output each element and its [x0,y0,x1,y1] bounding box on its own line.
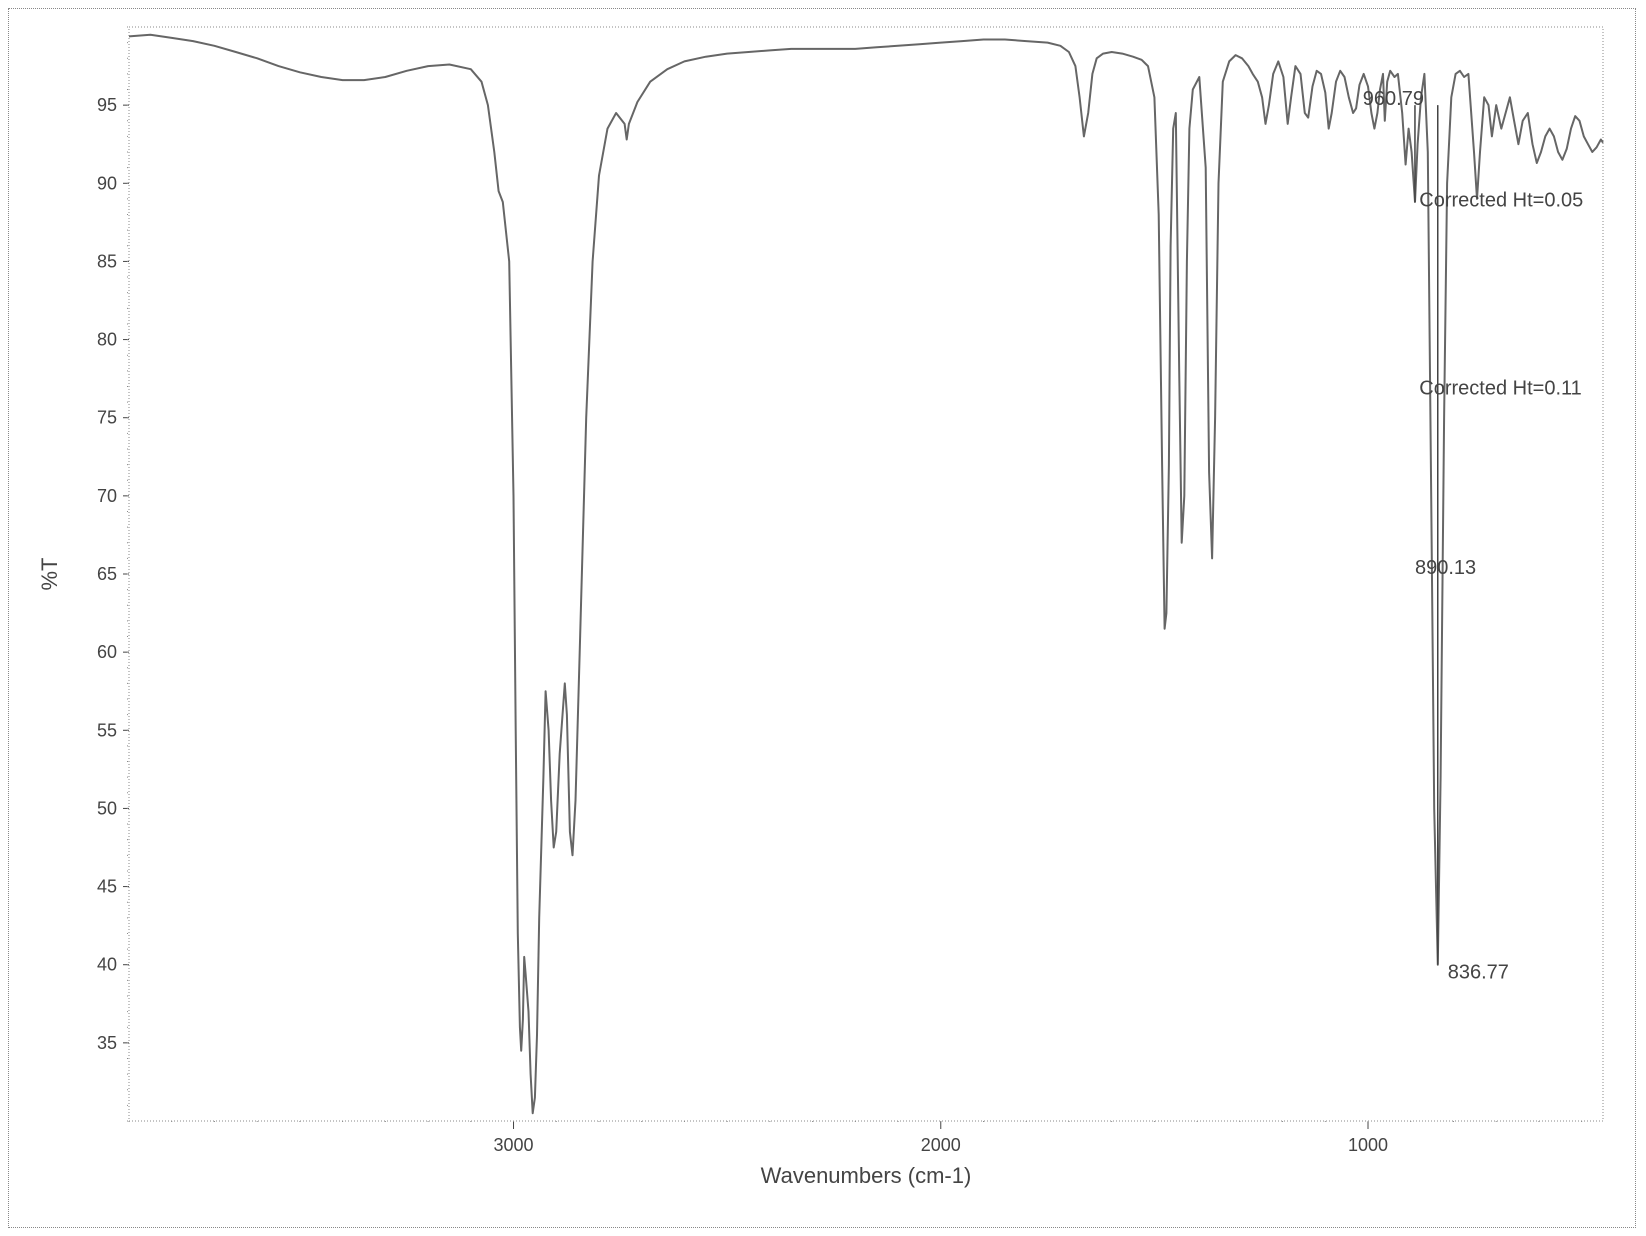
y-tick-label: 75 [97,408,117,428]
chart-outer-frame: 35 40 45 50 55 60 65 70 75 80 85 90 95 3000 2000 1000 Wa… [8,8,1636,1228]
y-tick-label: 40 [97,955,117,975]
plot-border [129,27,1603,1121]
x-tick-label: 1000 [1348,1135,1388,1155]
x-tick-label: 3000 [493,1135,533,1155]
y-tick-label: 70 [97,486,117,506]
ir-spectrum-chart: 35 40 45 50 55 60 65 70 75 80 85 90 95 3000 2000 1000 Wa… [9,9,1637,1229]
x-axis-title: Wavenumbers (cm-1) [761,1163,972,1188]
y-tick-label: 35 [97,1033,117,1053]
y-tick-label: 90 [97,173,117,193]
peak-label: 890.13 [1415,557,1476,579]
y-tick-label: 55 [97,720,117,740]
peak-label: Corrected Ht=0.11 [1419,377,1582,399]
y-tick-label: 50 [97,798,117,818]
x-tick-label: 2000 [921,1135,961,1155]
y-axis-title: %T [37,558,62,591]
y-tick-label: 60 [97,642,117,662]
chart-container: 35 40 45 50 55 60 65 70 75 80 85 90 95 3000 2000 1000 Wa… [9,9,1635,1227]
y-tick-label: 95 [97,95,117,115]
y-tick-label: 85 [97,251,117,271]
peak-label: 960.79 [1363,88,1424,110]
peak-label: Corrected Ht=0.05 [1419,190,1583,212]
y-tick-label: 45 [97,877,117,897]
peak-label: 836.77 [1448,962,1509,984]
y-tick-label: 65 [97,564,117,584]
y-tick-label: 80 [97,330,117,350]
